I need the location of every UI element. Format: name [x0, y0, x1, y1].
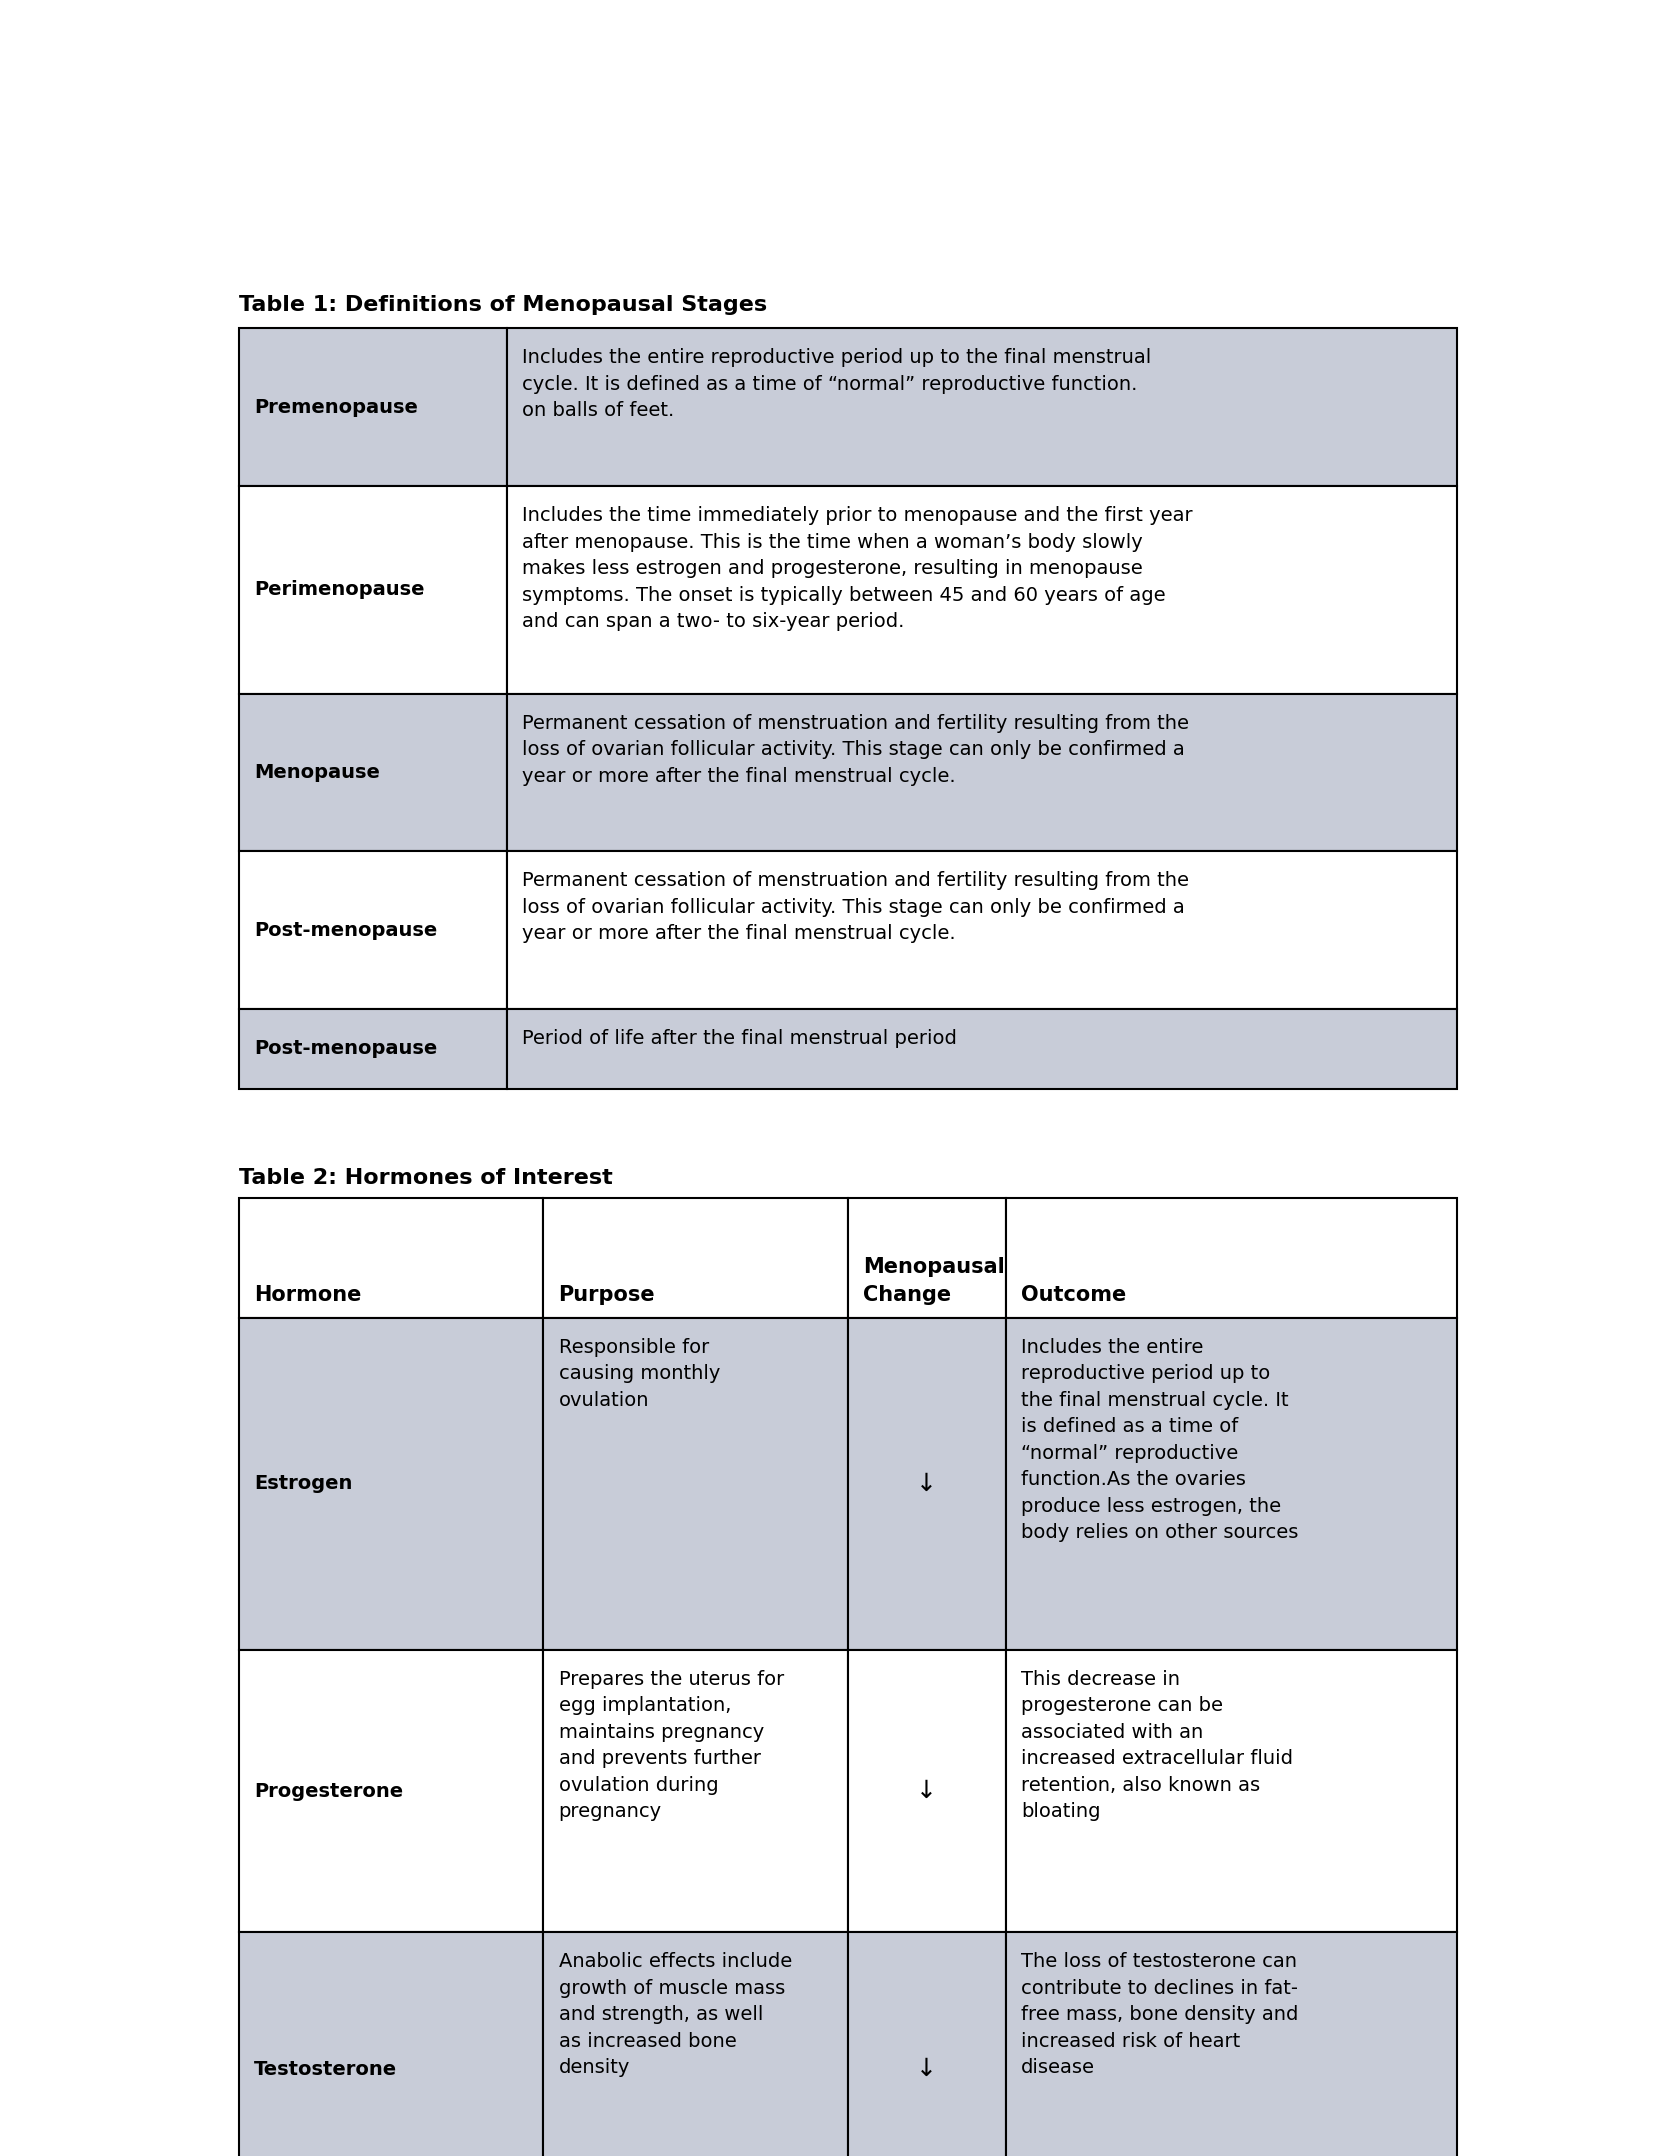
Text: ↓: ↓ — [916, 2057, 938, 2081]
Text: Anabolic effects include
growth of muscle mass
and strength, as well
as increase: Anabolic effects include growth of muscl… — [559, 1951, 792, 2076]
Text: Period of life after the final menstrual period: Period of life after the final menstrual… — [523, 1028, 958, 1048]
Text: Outcome: Outcome — [1022, 1285, 1126, 1304]
FancyBboxPatch shape — [238, 852, 506, 1009]
Text: Premenopause: Premenopause — [255, 399, 418, 416]
FancyBboxPatch shape — [849, 1317, 1006, 1649]
FancyBboxPatch shape — [849, 1199, 1006, 1317]
Text: Table 2: Hormones of Interest: Table 2: Hormones of Interest — [238, 1169, 612, 1188]
FancyBboxPatch shape — [1006, 1932, 1457, 2156]
Text: ↓: ↓ — [916, 1779, 938, 1802]
Text: Purpose: Purpose — [559, 1285, 655, 1304]
FancyBboxPatch shape — [238, 1009, 506, 1089]
FancyBboxPatch shape — [849, 1932, 1006, 2156]
FancyBboxPatch shape — [238, 1317, 543, 1649]
Text: Menopausal
Change: Menopausal Change — [863, 1257, 1006, 1304]
FancyBboxPatch shape — [238, 1649, 543, 1932]
FancyBboxPatch shape — [506, 1009, 1457, 1089]
FancyBboxPatch shape — [238, 328, 506, 485]
FancyBboxPatch shape — [543, 1199, 849, 1317]
FancyBboxPatch shape — [506, 852, 1457, 1009]
Text: Includes the time immediately prior to menopause and the first year
after menopa: Includes the time immediately prior to m… — [523, 507, 1193, 632]
Text: Post-menopause: Post-menopause — [255, 921, 437, 940]
Text: The loss of testosterone can
contribute to declines in fat-
free mass, bone dens: The loss of testosterone can contribute … — [1022, 1951, 1298, 2076]
FancyBboxPatch shape — [1006, 1649, 1457, 1932]
Text: Prepares the uterus for
egg implantation,
maintains pregnancy
and prevents furth: Prepares the uterus for egg implantation… — [559, 1671, 784, 1822]
FancyBboxPatch shape — [238, 485, 506, 694]
Text: Estrogen: Estrogen — [255, 1475, 352, 1494]
Text: Permanent cessation of menstruation and fertility resulting from the
loss of ova: Permanent cessation of menstruation and … — [523, 714, 1189, 785]
Text: Menopause: Menopause — [255, 763, 380, 783]
FancyBboxPatch shape — [238, 1932, 543, 2156]
Text: Table 1: Definitions of Menopausal Stages: Table 1: Definitions of Menopausal Stage… — [238, 295, 767, 315]
FancyBboxPatch shape — [238, 1199, 543, 1317]
Text: Post-menopause: Post-menopause — [255, 1039, 437, 1059]
Text: Includes the entire
reproductive period up to
the final menstrual cycle. It
is d: Includes the entire reproductive period … — [1022, 1337, 1298, 1542]
Text: Hormone: Hormone — [255, 1285, 362, 1304]
FancyBboxPatch shape — [543, 1317, 849, 1649]
FancyBboxPatch shape — [543, 1649, 849, 1932]
FancyBboxPatch shape — [1006, 1317, 1457, 1649]
Text: Testosterone: Testosterone — [255, 2059, 397, 2078]
Text: Perimenopause: Perimenopause — [255, 580, 425, 599]
Text: ↓: ↓ — [916, 1473, 938, 1496]
FancyBboxPatch shape — [1006, 1199, 1457, 1317]
Text: Progesterone: Progesterone — [255, 1781, 404, 1800]
FancyBboxPatch shape — [506, 485, 1457, 694]
Text: This decrease in
progesterone can be
associated with an
increased extracellular : This decrease in progesterone can be ass… — [1022, 1671, 1293, 1822]
FancyBboxPatch shape — [506, 694, 1457, 852]
Text: Includes the entire reproductive period up to the final menstrual
cycle. It is d: Includes the entire reproductive period … — [523, 349, 1151, 420]
FancyBboxPatch shape — [849, 1649, 1006, 1932]
FancyBboxPatch shape — [506, 328, 1457, 485]
Text: Responsible for
causing monthly
ovulation: Responsible for causing monthly ovulatio… — [559, 1337, 719, 1410]
Text: Permanent cessation of menstruation and fertility resulting from the
loss of ova: Permanent cessation of menstruation and … — [523, 871, 1189, 944]
FancyBboxPatch shape — [238, 694, 506, 852]
FancyBboxPatch shape — [543, 1932, 849, 2156]
